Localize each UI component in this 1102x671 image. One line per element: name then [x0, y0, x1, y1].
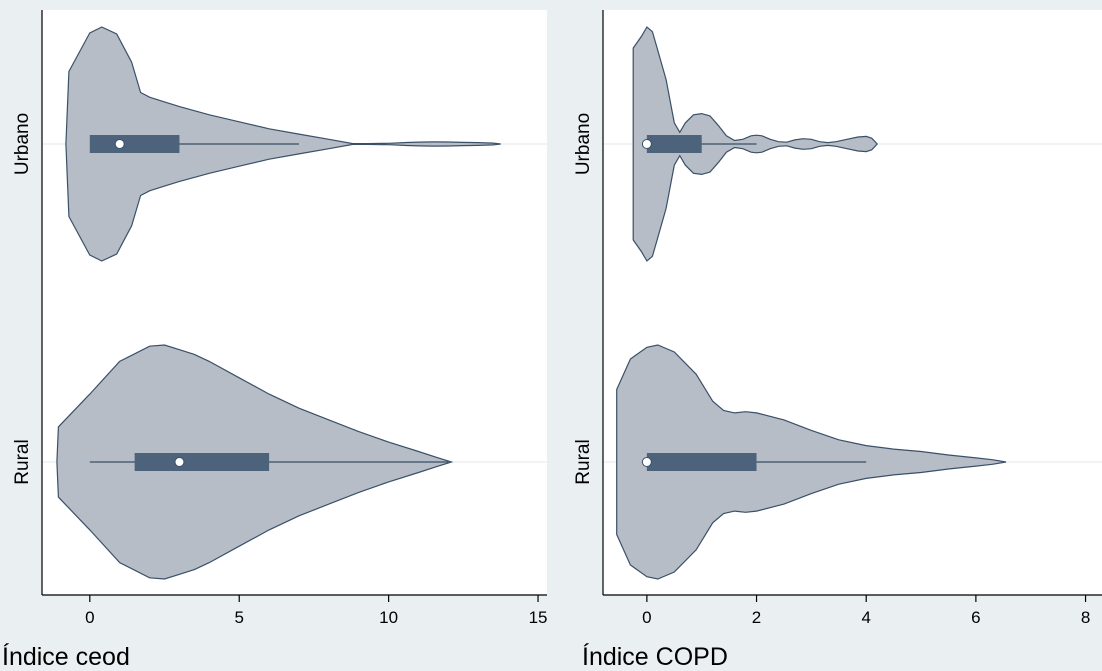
x-tick-label-2-copd: 2	[752, 608, 761, 627]
category-labels-copd: Urbano Rural	[573, 113, 594, 485]
category-label-rural-copd: Rural	[573, 439, 594, 484]
x-tick-label-6-copd: 6	[971, 608, 980, 627]
x-tick-label-4-copd: 4	[861, 608, 870, 627]
x-tick-label-5-ceod: 5	[234, 608, 243, 627]
chart-panel-ceod: 0 5 10 15 Urbano Rural Índice ceod	[2, 10, 547, 671]
x-axis-title-copd: Índice COPD	[582, 642, 728, 671]
x-tick-label-0-ceod: 0	[85, 608, 94, 627]
x-tick-label-8-copd: 8	[1081, 608, 1090, 627]
x-axis-title-ceod: Índice ceod	[2, 642, 130, 671]
iqr-box-urbano-ceod	[89, 135, 180, 153]
median-marker-rural-ceod	[174, 457, 185, 467]
category-label-rural-ceod: Rural	[12, 439, 33, 484]
median-marker-urbano-copd	[641, 139, 652, 149]
iqr-box-rural-ceod	[134, 453, 270, 471]
category-label-urbano-copd: Urbano	[573, 113, 594, 175]
violin-marks-ceod	[42, 26, 547, 580]
x-ticks-ceod: 0 5 10 15	[85, 595, 547, 627]
category-labels-ceod: Urbano Rural	[12, 113, 33, 485]
median-marker-rural-copd	[641, 457, 652, 467]
x-ticks-copd: 0 2 4 6 8	[642, 595, 1090, 627]
median-marker-urbano-ceod	[114, 139, 125, 149]
x-tick-label-0-copd: 0	[642, 608, 651, 627]
x-tick-label-10-ceod: 10	[379, 608, 398, 627]
category-label-urbano-ceod: Urbano	[12, 113, 33, 175]
chart-panel-copd: 0 2 4 6 8 Urbano Rural Índice COPD	[573, 10, 1102, 671]
violin-marks-copd	[603, 26, 1102, 580]
x-tick-label-15-ceod: 15	[529, 608, 548, 627]
iqr-box-urbano-copd	[646, 135, 702, 153]
iqr-box-rural-copd	[646, 453, 757, 471]
